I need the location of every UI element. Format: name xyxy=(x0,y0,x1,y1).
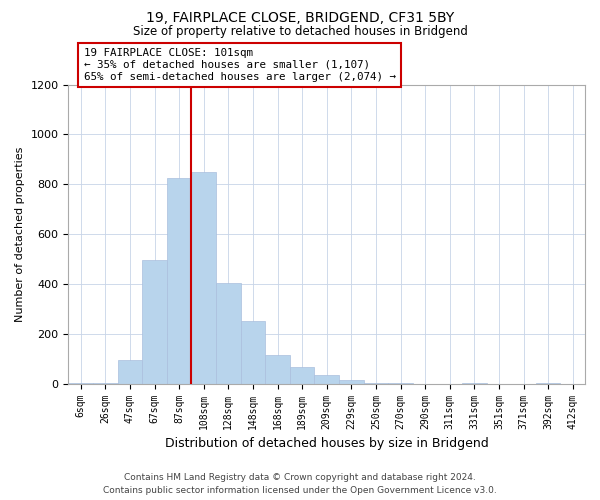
Bar xyxy=(339,380,364,384)
Text: Size of property relative to detached houses in Bridgend: Size of property relative to detached ho… xyxy=(133,25,467,38)
Bar xyxy=(241,322,265,384)
Bar xyxy=(142,260,167,384)
Bar xyxy=(167,178,191,384)
X-axis label: Distribution of detached houses by size in Bridgend: Distribution of detached houses by size … xyxy=(165,437,488,450)
Text: 19, FAIRPLACE CLOSE, BRIDGEND, CF31 5BY: 19, FAIRPLACE CLOSE, BRIDGEND, CF31 5BY xyxy=(146,11,454,25)
Y-axis label: Number of detached properties: Number of detached properties xyxy=(15,146,25,322)
Bar xyxy=(68,382,93,384)
Bar xyxy=(191,172,216,384)
Text: 19 FAIRPLACE CLOSE: 101sqm
← 35% of detached houses are smaller (1,107)
65% of s: 19 FAIRPLACE CLOSE: 101sqm ← 35% of deta… xyxy=(84,48,396,82)
Bar xyxy=(118,360,142,384)
Bar xyxy=(216,282,241,384)
Bar xyxy=(265,355,290,384)
Bar xyxy=(314,376,339,384)
Bar xyxy=(93,382,118,384)
Bar xyxy=(364,382,388,384)
Bar xyxy=(388,382,413,384)
Bar xyxy=(290,366,314,384)
Text: Contains HM Land Registry data © Crown copyright and database right 2024.
Contai: Contains HM Land Registry data © Crown c… xyxy=(103,473,497,495)
Bar xyxy=(536,382,560,384)
Bar xyxy=(462,382,487,384)
